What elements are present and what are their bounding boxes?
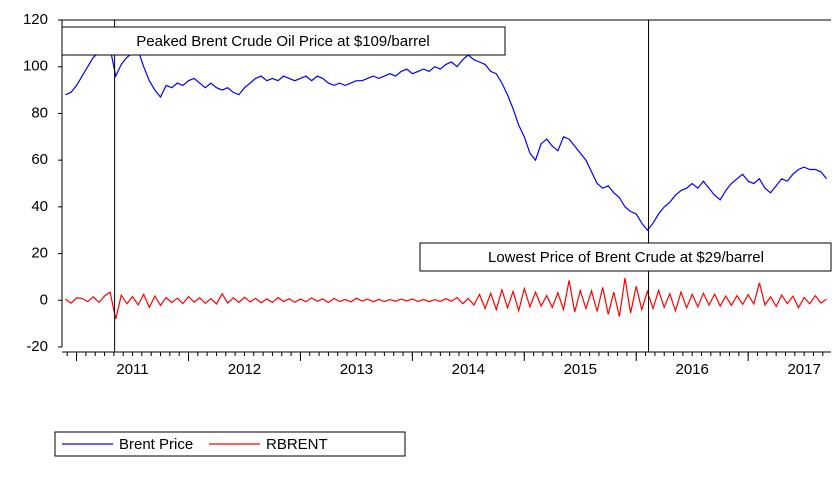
y-tick-label: 60: [31, 151, 48, 168]
y-tick-label: 100: [23, 58, 48, 75]
y-tick-label: 0: [40, 291, 48, 308]
annotation-text: Peaked Brent Crude Oil Price at $109/bar…: [136, 33, 430, 50]
x-tick-label: 2015: [564, 361, 597, 378]
legend-label: RBRENT: [266, 436, 328, 453]
x-tick-label: 2012: [228, 361, 261, 378]
y-tick-label: 20: [31, 245, 48, 262]
y-tick-label: 40: [31, 198, 48, 215]
annotation-text: Lowest Price of Brent Crude at $29/barre…: [488, 249, 764, 266]
series-line: [65, 47, 827, 232]
x-tick-label: 2017: [787, 361, 820, 378]
y-tick-label: 120: [23, 11, 48, 28]
x-tick-label: 2014: [452, 361, 485, 378]
x-tick-label: 2016: [676, 361, 709, 378]
y-tick-label: 80: [31, 104, 48, 121]
series-line: [65, 278, 827, 320]
x-tick-label: 2011: [116, 361, 148, 378]
y-tick-label: -20: [26, 338, 48, 355]
annotation-box: [419, 242, 832, 272]
x-tick-label: 2013: [340, 361, 373, 378]
legend-label: Brent Price: [119, 436, 193, 453]
annotation-box: [61, 26, 506, 56]
